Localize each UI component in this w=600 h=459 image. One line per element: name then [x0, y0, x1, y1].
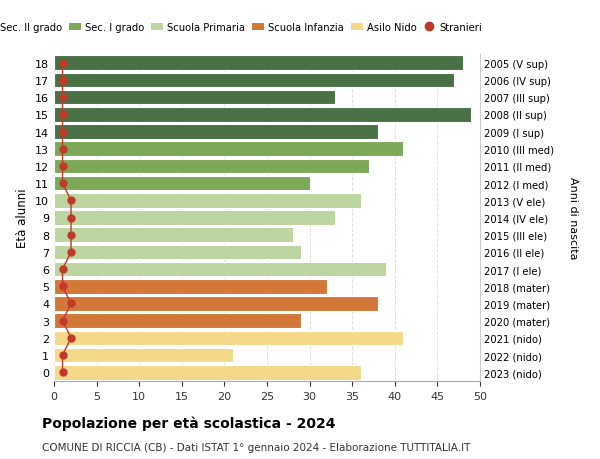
Bar — [54, 211, 335, 225]
Bar — [54, 91, 335, 105]
Bar — [54, 142, 403, 157]
Bar — [54, 56, 463, 71]
Y-axis label: Età alunni: Età alunni — [16, 188, 29, 248]
Bar — [54, 348, 233, 363]
Bar — [54, 365, 361, 380]
Text: COMUNE DI RICCIA (CB) - Dati ISTAT 1° gennaio 2024 - Elaborazione TUTTITALIA.IT: COMUNE DI RICCIA (CB) - Dati ISTAT 1° ge… — [42, 442, 470, 452]
Bar — [54, 108, 472, 123]
Bar — [54, 297, 378, 311]
Bar — [54, 194, 361, 208]
Legend: Sec. II grado, Sec. I grado, Scuola Primaria, Scuola Infanzia, Asilo Nido, Stran: Sec. II grado, Sec. I grado, Scuola Prim… — [0, 22, 482, 33]
Text: Popolazione per età scolastica - 2024: Popolazione per età scolastica - 2024 — [42, 415, 335, 430]
Bar — [54, 245, 301, 260]
Y-axis label: Anni di nascita: Anni di nascita — [568, 177, 578, 259]
Bar — [54, 280, 326, 294]
Bar — [54, 331, 403, 345]
Bar — [54, 73, 454, 88]
Bar — [54, 262, 386, 277]
Bar — [54, 125, 378, 140]
Bar — [54, 228, 293, 242]
Bar — [54, 313, 301, 328]
Bar — [54, 176, 310, 191]
Bar — [54, 159, 369, 174]
